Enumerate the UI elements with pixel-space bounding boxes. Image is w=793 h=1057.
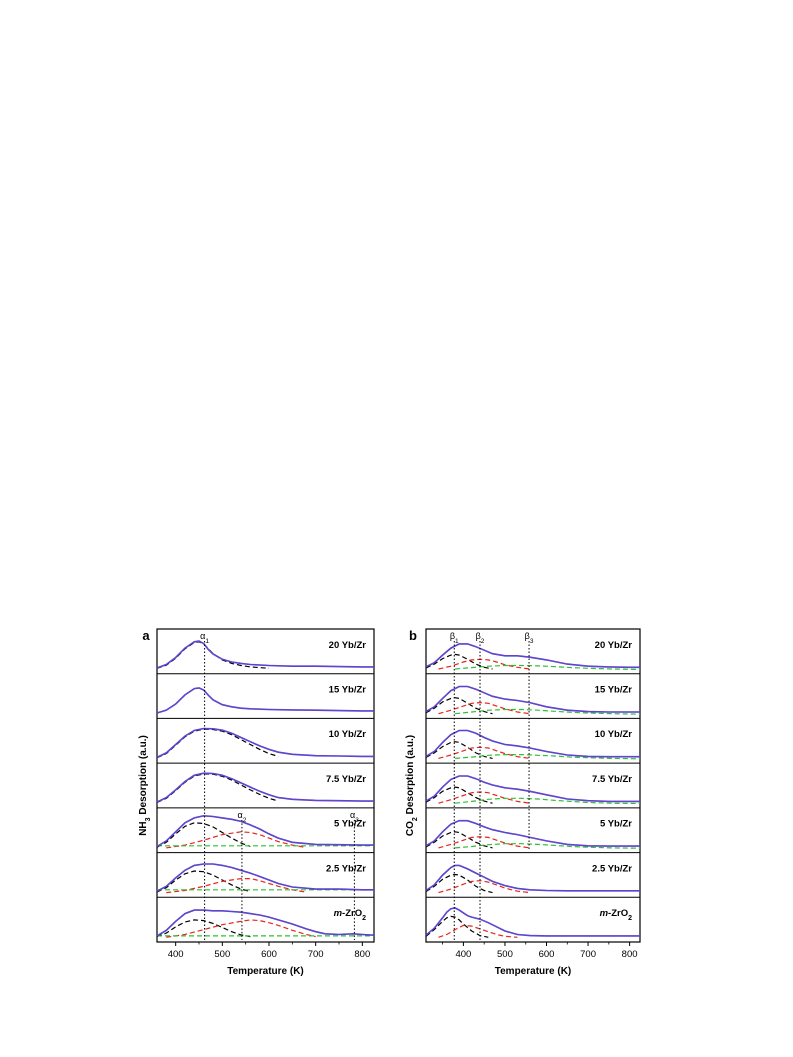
fit-curve-β1 [425,873,493,894]
fit-curve-α2 [166,919,316,938]
panel-a-nh3-tpd: 20 Yb/Zr 15 Yb/Zr 10 Yb/Zr 7.5 Yb/Zr 5 Yb/Zr… [138,628,375,977]
sample-2: 10 Yb/Zr [425,729,641,760]
y-axis-label: CO2 Desorption (a.u.) [405,735,419,836]
x-axis-label: Temperature (K) [495,966,572,977]
fit-curve-β1 [425,741,493,759]
fit-sum-curve [156,640,374,669]
fit-sum-curve [425,730,640,757]
x-tick-label: 700 [580,949,596,960]
peak-label: β3 [525,631,534,645]
panel-label: b [409,628,417,643]
sample-6: m-ZrO2 [425,907,640,938]
fit-curve-β3 [455,664,641,670]
plot-frame [156,628,375,943]
fit-curve-α1 [156,773,279,804]
sample-label: 10 Yb/Zr [329,729,367,740]
fit-curve-β2 [438,701,530,715]
x-axis-label: Temperature (K) [227,966,304,977]
sample-label: 2.5 Yb/Zr [326,863,366,874]
fit-curve-β1 [425,697,493,715]
y-axis-label: NH3 Desorption (a.u.) [138,735,152,836]
sample-0: 20 Yb/Zr [156,640,374,669]
x-tick-label: 500 [214,949,230,960]
fit-curve-β1 [425,915,489,938]
fit-sum-curve [156,728,374,758]
sample-label: 5 Yb/Zr [334,819,366,830]
peak-label: α3 [350,810,359,824]
fit-curve-α2 [166,831,307,849]
fit-sum-curve [156,687,374,714]
fit-sum-curve [425,865,640,892]
sample-5: 2.5 Yb/Zr [425,863,640,894]
x-tick-label: 400 [455,949,471,960]
fit-sum-curve [156,815,374,847]
fit-curve-β2 [438,880,530,894]
fit-curve-β3 [455,708,641,715]
fit-curve-β1 [425,831,493,849]
fit-curve-β3 [455,843,641,849]
fit-sum-curve [156,772,374,803]
x-tick-label: 600 [261,949,277,960]
fit-curve-α1 [156,870,251,893]
plot-frame [425,628,641,943]
fit-curve-β3 [455,754,641,760]
panel-label: a [142,628,150,643]
sample-3: 7.5 Yb/Zr [425,774,641,805]
sample-4: 5 Yb/Zr [156,814,374,849]
fit-curve-β1 [425,786,493,804]
fit-curve-α1 [156,641,270,669]
fit-curve-β2 [438,791,530,804]
fit-curve-β3 [455,797,641,805]
peak-label: β1 [450,631,459,645]
x-tick-label: 500 [497,949,513,960]
fit-sum-curve [425,907,640,937]
fit-curve-α1 [156,822,251,848]
sample-label: 15 Yb/Zr [329,684,367,695]
sample-label: 5 Yb/Zr [600,819,632,830]
fit-sum-curve [425,643,640,668]
sample-5: 2.5 Yb/Zr [156,863,374,894]
peak-label: α1 [200,631,209,645]
sample-label: m-ZrO2 [334,908,367,922]
sample-2: 10 Yb/Zr [156,727,374,759]
sample-label: m-ZrO2 [600,908,633,922]
x-tick-label: 800 [354,949,370,960]
x-tick-label: 400 [168,949,184,960]
fit-sum-curve [156,909,375,937]
fit-sum-curve [425,686,640,713]
sample-6: m-ZrO2 [156,908,375,938]
sample-label: 2.5 Yb/Zr [592,863,632,874]
fit-curve-α1 [156,919,251,938]
x-tick-label: 600 [539,949,555,960]
sample-1: 15 Yb/Zr [425,684,641,715]
sample-label: 20 Yb/Zr [329,640,367,651]
sample-label: 7.5 Yb/Zr [326,774,366,785]
x-tick-label: 700 [308,949,324,960]
fit-curve-β2 [438,836,530,849]
x-tick-label: 800 [622,949,638,960]
fit-sum-curve [156,863,374,892]
sample-label: 15 Yb/Zr [595,684,633,695]
fit-sum-curve [425,820,640,847]
sample-3: 7.5 Yb/Zr [156,772,374,804]
fit-sum-curve [425,775,640,802]
sample-label: 7.5 Yb/Zr [592,774,632,785]
sample-label: 20 Yb/Zr [595,640,633,651]
sample-0: 20 Yb/Zr [425,640,641,670]
sample-label: 10 Yb/Zr [595,729,633,740]
peak-label: β2 [476,631,485,645]
panel-b-co2-tpd: 20 Yb/Zr 15 Yb/Zr 10 Yb/Zr 7.5 Yb/Zr 5 Yb/Zr… [405,628,641,977]
sample-4: 5 Yb/Zr [425,819,641,849]
fit-curve-β2 [438,924,518,938]
sample-1: 15 Yb/Zr [156,684,374,714]
fit-curve-α1 [156,728,279,759]
peak-label: α2 [238,810,247,824]
